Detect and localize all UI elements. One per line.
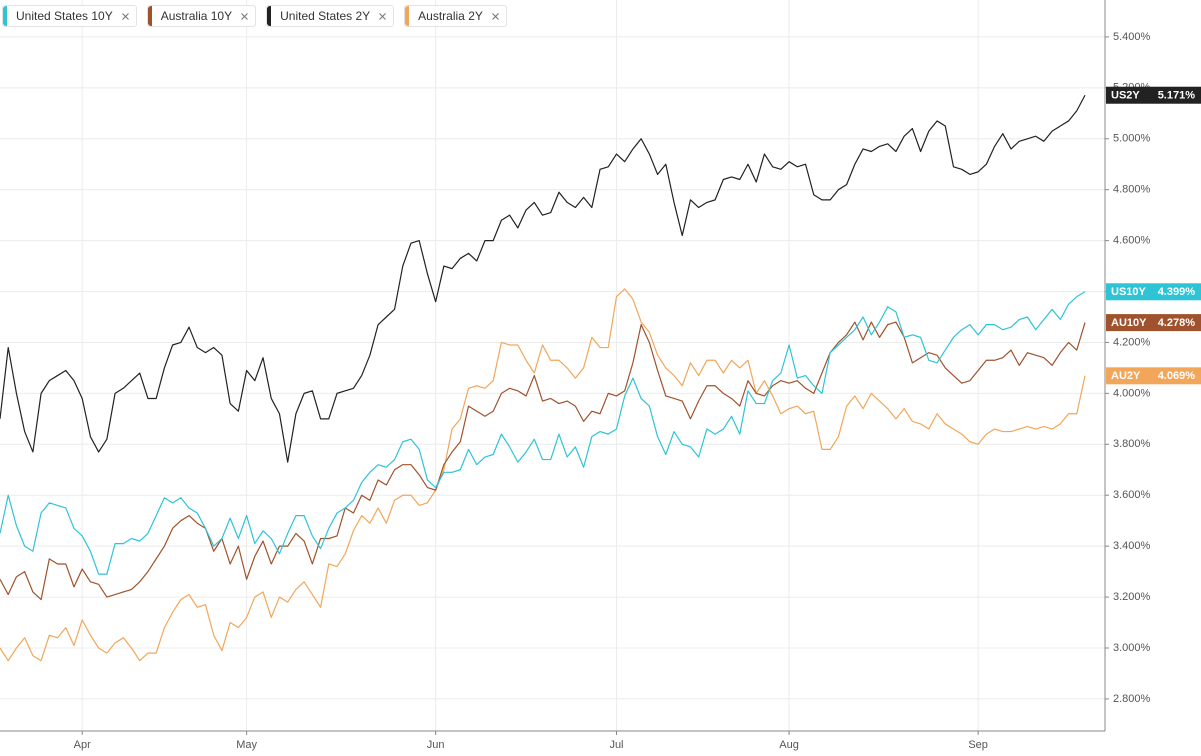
- series-line: [0, 94, 1086, 463]
- y-tick-label: 4.000%: [1113, 387, 1151, 399]
- y-tick-label: 3.400%: [1113, 540, 1151, 552]
- y-tick-label: 4.800%: [1113, 184, 1151, 196]
- legend-label: United States 2Y: [280, 9, 371, 23]
- legend-remove[interactable]: [121, 12, 129, 20]
- grid-layer: [0, 0, 1105, 731]
- legend-label: United States 10Y: [16, 9, 113, 23]
- remove-icon: [491, 12, 499, 20]
- legend-swatch: [147, 6, 152, 26]
- value-badge: [1106, 86, 1201, 104]
- lines-layer: [0, 94, 1086, 662]
- remove-icon: [121, 12, 129, 20]
- legend-item[interactable]: Australia 2Y: [404, 5, 507, 27]
- legend-label: Australia 10Y: [160, 9, 233, 23]
- y-tick-label: 3.600%: [1113, 489, 1151, 501]
- x-tick-label: Jul: [609, 739, 623, 751]
- y-tick-label: 2.800%: [1113, 693, 1151, 705]
- series-line: [0, 291, 1086, 575]
- series-line: [0, 321, 1086, 601]
- legend-label: Australia 2Y: [418, 9, 483, 23]
- badge-label: AU10Y: [1111, 317, 1147, 329]
- y-tick-label: 5.000%: [1113, 133, 1151, 145]
- y-tick-label: 3.000%: [1113, 642, 1151, 654]
- legend-swatch: [405, 6, 410, 26]
- legend-remove[interactable]: [241, 12, 248, 20]
- badge-value: 4.278%: [1158, 317, 1196, 329]
- remove-icon: [379, 12, 387, 20]
- legend-remove[interactable]: [491, 12, 499, 20]
- value-badge: [1106, 283, 1201, 301]
- legend-swatch: [267, 6, 272, 26]
- value-badge: [1106, 314, 1201, 332]
- legend-item[interactable]: United States 2Y: [266, 5, 395, 27]
- badge-value: 4.069%: [1158, 370, 1196, 382]
- legend-item[interactable]: United States 10Y: [2, 5, 137, 27]
- value-badge: [1106, 367, 1201, 385]
- legend-remove[interactable]: [379, 12, 387, 20]
- legend-swatch: [3, 6, 7, 26]
- x-tick-label: Apr: [74, 739, 91, 751]
- x-tick-label: Sep: [968, 739, 988, 751]
- remove-icon: [241, 12, 248, 20]
- y-tick-label: 4.200%: [1113, 336, 1151, 348]
- badges-layer: US10Y 4.399% AU10Y 4.278% US2Y 5.171% AU2Y 4.06…: [1106, 86, 1201, 385]
- badge-value: 5.171%: [1158, 90, 1196, 102]
- y-tick-label: 3.800%: [1113, 438, 1151, 450]
- badge-label: AU2Y: [1111, 370, 1141, 382]
- y-tick-label: 4.600%: [1113, 235, 1151, 247]
- badge-value: 4.399%: [1158, 286, 1196, 298]
- x-tick-label: Aug: [779, 739, 799, 751]
- x-tick-label: May: [236, 739, 257, 751]
- y-tick-label: 3.200%: [1113, 591, 1151, 603]
- series-line: [0, 288, 1086, 662]
- legend: United States 10Y Australia 10Y United Sta…: [2, 5, 507, 27]
- x-tick-label: Jun: [427, 739, 445, 751]
- y-tick-label: 5.400%: [1113, 31, 1151, 43]
- badge-label: US10Y: [1111, 286, 1147, 298]
- badge-label: US2Y: [1111, 90, 1140, 102]
- legend-item[interactable]: Australia 10Y: [146, 5, 257, 27]
